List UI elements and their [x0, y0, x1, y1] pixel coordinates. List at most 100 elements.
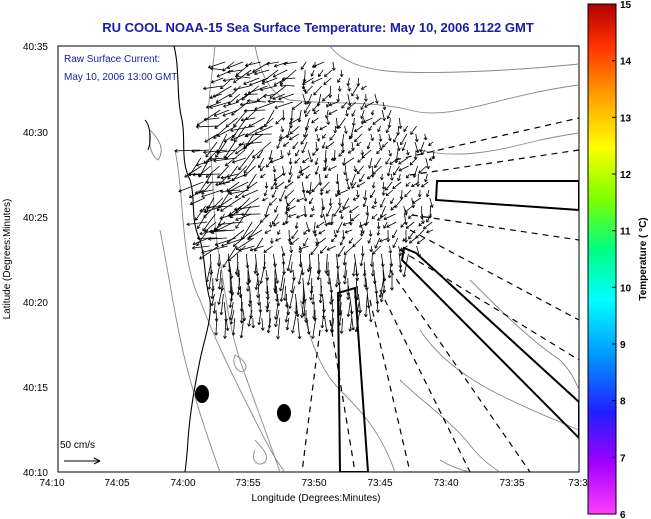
current-vector-head — [337, 322, 340, 326]
current-vector — [302, 157, 310, 163]
current-vector-head — [402, 273, 405, 278]
current-vector — [356, 189, 359, 198]
current-vector — [301, 293, 305, 318]
current-vector-head — [274, 169, 277, 173]
current-vector — [345, 109, 348, 117]
current-vector — [309, 181, 312, 195]
current-vector — [356, 181, 366, 188]
current-vector — [233, 109, 248, 127]
current-vector-head — [230, 137, 233, 141]
current-vector-head — [341, 216, 344, 220]
current-vector-head — [243, 175, 248, 177]
current-vector — [230, 197, 251, 219]
current-vector — [278, 93, 294, 100]
current-vector — [280, 277, 286, 302]
current-vector — [297, 173, 302, 179]
current-vector-head — [349, 328, 353, 332]
current-vector — [350, 213, 352, 226]
current-vector — [296, 197, 304, 202]
current-vector-head — [356, 142, 359, 146]
current-vector — [208, 237, 227, 240]
current-vector-head — [197, 237, 201, 241]
current-vector-head — [246, 288, 249, 292]
current-vector-head — [279, 298, 282, 302]
current-vector — [216, 149, 237, 154]
current-vector-head — [321, 215, 324, 219]
current-vector-head — [199, 208, 203, 212]
current-vector-head — [203, 119, 207, 122]
current-vector-head — [260, 281, 263, 284]
current-vector-head — [225, 124, 228, 128]
current-vector — [205, 141, 218, 158]
current-vector-head — [284, 211, 287, 215]
current-vector-head — [233, 79, 236, 83]
current-vector-head — [323, 81, 326, 85]
current-vector-head — [213, 160, 217, 163]
current-vector — [360, 101, 366, 110]
current-vector-head — [231, 275, 234, 279]
current-vector — [235, 213, 252, 221]
current-vector-head — [362, 273, 365, 277]
current-vector-head — [230, 130, 234, 133]
current-vector — [331, 309, 334, 333]
current-vector-head — [375, 246, 378, 249]
current-vector — [318, 261, 320, 275]
current-vector-head — [279, 83, 283, 86]
current-vector-head — [404, 195, 408, 198]
current-vector — [235, 181, 258, 199]
current-vector-head — [347, 296, 351, 300]
current-vector — [304, 69, 306, 83]
current-vector-head — [235, 217, 238, 221]
current-vector — [432, 149, 435, 159]
current-vector — [263, 93, 276, 97]
current-vector-head — [241, 212, 245, 215]
current-vector-head — [378, 226, 381, 230]
current-vector-head — [288, 121, 292, 125]
current-vector — [229, 189, 250, 195]
current-vector-head — [405, 185, 409, 187]
current-vector-head — [417, 183, 420, 187]
current-vector — [206, 205, 233, 208]
current-vector-head — [287, 204, 291, 207]
colorbar-tick-label: 7 — [620, 453, 626, 464]
current-vector — [383, 213, 396, 220]
current-vector — [238, 149, 255, 171]
current-vector-head — [278, 98, 282, 101]
current-vector-head — [269, 240, 273, 244]
current-vector — [415, 133, 418, 142]
current-vector-head — [387, 173, 391, 177]
current-vector-head — [302, 89, 306, 93]
current-vector-head — [337, 282, 340, 286]
current-vector — [209, 101, 231, 109]
current-vector-head — [357, 194, 360, 198]
current-vector-head — [259, 280, 262, 284]
current-vector-head — [186, 222, 190, 225]
current-vector-head — [409, 163, 414, 166]
current-vector-head — [227, 67, 231, 70]
current-vector-head — [387, 275, 390, 279]
current-vector-head — [376, 152, 380, 155]
current-vector-head — [308, 191, 311, 195]
current-vector-head — [189, 201, 193, 205]
current-vector-head — [245, 133, 249, 136]
current-vector — [294, 157, 301, 164]
y-tick-label: 40:35 — [23, 42, 48, 53]
current-vector-head — [288, 241, 292, 245]
current-vector-head — [283, 61, 287, 65]
current-vector-head — [289, 306, 292, 309]
current-vector-head — [399, 247, 403, 251]
current-vector-head — [421, 184, 423, 188]
current-vector — [258, 157, 265, 169]
current-vector-head — [322, 136, 326, 139]
current-vector-head — [289, 172, 293, 176]
current-vector — [282, 165, 285, 176]
current-vector-head — [297, 119, 300, 123]
current-vector-head — [254, 249, 258, 252]
current-vector-head — [337, 80, 341, 83]
current-vector-head — [358, 224, 362, 228]
current-vector-head — [272, 74, 276, 78]
current-vector-head — [281, 78, 285, 81]
current-vector-head — [192, 241, 196, 245]
current-vector-head — [286, 207, 289, 211]
current-vector-head — [191, 149, 195, 152]
